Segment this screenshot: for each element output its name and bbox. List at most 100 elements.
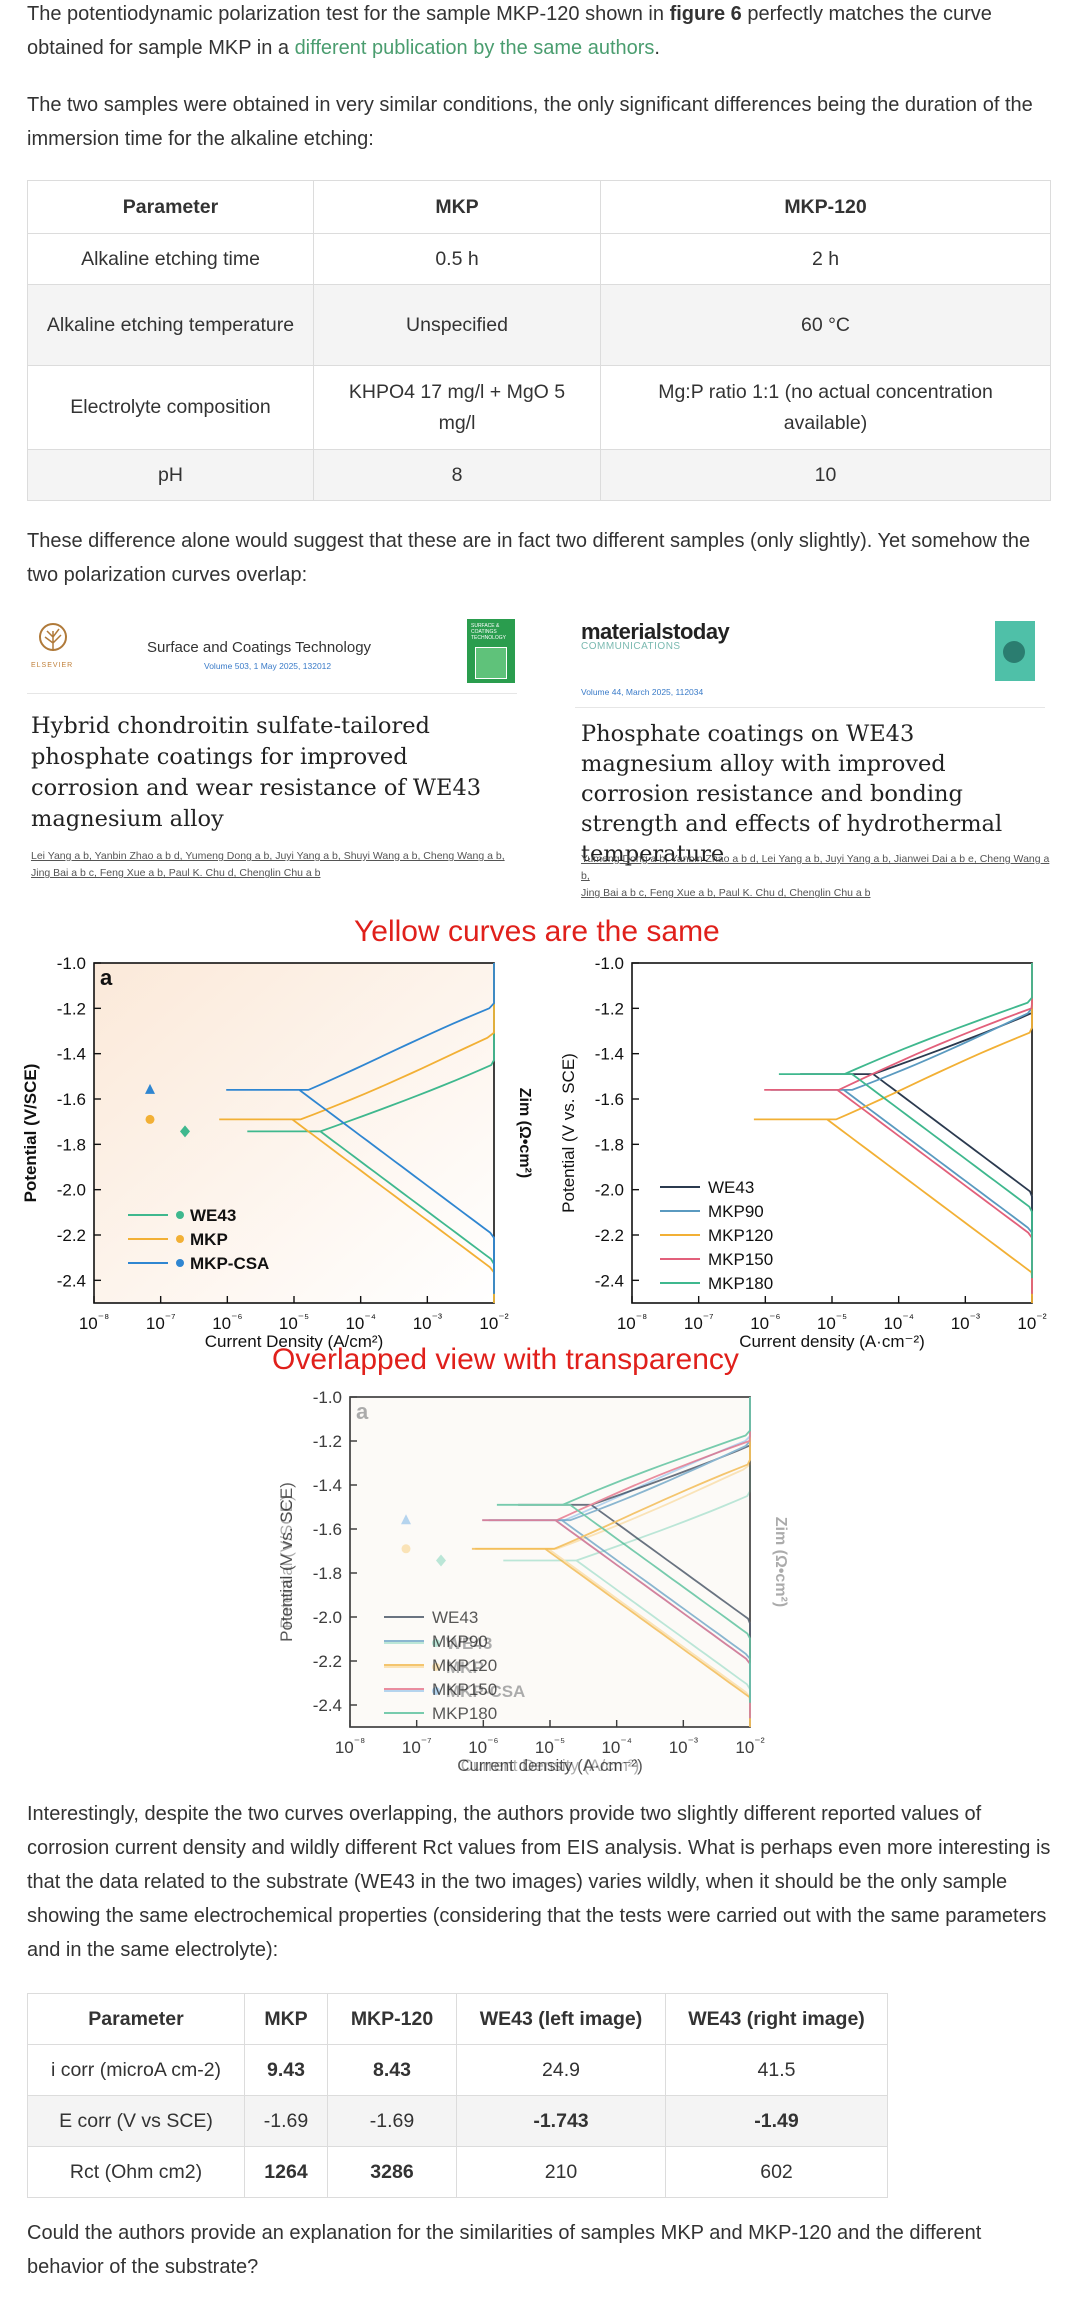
- polarization-figure: -1.0-1.2-1.4-1.6-1.8-2.0-2.2-2.410⁻⁸ 10⁻⁷…: [21, 954, 1047, 1775]
- x-tick-base: 10: [684, 1314, 703, 1333]
- y-tick-label: -2.2: [57, 1226, 86, 1245]
- table-header-cell: MKP: [244, 1993, 328, 2045]
- y2-axis-label: Zim (Ω•cm²): [772, 1517, 789, 1607]
- left-chart-layer: -1.0-1.2-1.4-1.6-1.8-2.0-2.2-2.410⁻⁸ 10⁻⁷…: [21, 954, 533, 1351]
- legend-label: MKP180: [432, 1704, 497, 1723]
- y-tick-label: -1.6: [313, 1520, 342, 1539]
- table-cell: 10: [600, 449, 1051, 501]
- x-tick-exponent: ⁻²: [498, 1311, 508, 1325]
- publication-link[interactable]: different publication by the same author…: [294, 37, 655, 59]
- author-line[interactable]: Yumeng Dong a b, Yanbin Zhao a b d, Lei …: [581, 853, 1050, 882]
- x-tick-label: 10⁻⁶: [212, 1311, 242, 1333]
- legend-label: WE43: [432, 1608, 478, 1627]
- intro-text-2: perfectly matches the curve obtained for…: [27, 3, 992, 59]
- right-chart-layer: -1.0-1.2-1.4-1.6-1.8-2.0-2.2-2.410⁻⁸ 10⁻⁷…: [559, 954, 1047, 1351]
- x-tick-base: 10: [279, 1314, 298, 1333]
- table-row: E corr (V vs SCE) -1.69 -1.69 -1.743 -1.…: [27, 2095, 888, 2147]
- y-tick-label: -1.4: [313, 1476, 342, 1495]
- left-citation-card: ELSEVIER Surface and Coatings Technology…: [27, 615, 517, 895]
- x-tick-base: 10: [335, 1738, 354, 1757]
- x-tick-exponent: ⁻⁵: [836, 1311, 847, 1325]
- y-tick-label: -1.6: [57, 1090, 86, 1109]
- y-tick-label: -1.8: [313, 1564, 342, 1583]
- x-tick-exponent: ⁻²: [754, 1735, 764, 1749]
- y-tick-label: -2.4: [595, 1271, 624, 1290]
- x-tick-base: 10: [79, 1314, 98, 1333]
- x-tick-exponent: ⁻⁷: [421, 1735, 432, 1749]
- table-cell: E corr (V vs SCE): [27, 2095, 245, 2147]
- x-tick-label: 10⁻⁷: [146, 1311, 176, 1333]
- legend-label: MKP120: [708, 1226, 773, 1245]
- cover-image: [1003, 641, 1025, 663]
- y-tick-label: -1.0: [313, 1388, 342, 1407]
- marker-heart: [401, 1544, 411, 1554]
- y-tick-label: -2.4: [313, 1696, 342, 1715]
- x-tick-exponent: ⁻⁸: [354, 1735, 365, 1749]
- x-tick-label: 10⁻⁸: [617, 1311, 647, 1333]
- x-tick-label: 10⁻²: [1017, 1311, 1046, 1333]
- journal-volume: Volume 44, March 2025, 112034: [581, 687, 704, 697]
- y-tick-label: -2.2: [595, 1226, 624, 1245]
- x-axis-label: Current density (A·cm⁻²): [457, 1756, 643, 1775]
- table-cell: 41.5: [665, 2044, 888, 2096]
- author-line[interactable]: Jing Bai a b c, Feng Xue a b, Paul K. Ch…: [581, 887, 871, 899]
- y-tick-label: -1.4: [595, 1045, 624, 1064]
- table-header-cell: Parameter: [27, 1993, 245, 2045]
- table-cell: 0.5 h: [313, 233, 601, 285]
- x-tick-label: 10⁻⁴: [601, 1735, 631, 1757]
- x-tick-base: 10: [402, 1738, 421, 1757]
- table-cell: 60 °C: [600, 284, 1051, 366]
- table-cell: 2 h: [600, 233, 1051, 285]
- table-header-row: Parameter MKP MKP-120: [27, 180, 1051, 234]
- x-tick-exponent: ⁻⁶: [487, 1735, 498, 1749]
- chart-overlap: -1.0-1.2-1.4-1.6-1.8-2.0-2.2-2.410⁻⁸ 10⁻⁷…: [277, 1388, 789, 1775]
- series-line-mkp120: [471, 1397, 751, 1727]
- x-tick-label: 10⁻⁵: [279, 1311, 309, 1333]
- legend-marker: [432, 1663, 440, 1671]
- x-tick-exponent: ⁻²: [1036, 1311, 1046, 1325]
- y-tick-label: -2.4: [313, 1696, 342, 1715]
- marker-diamond: [180, 1125, 190, 1138]
- table-cell: 24.9: [456, 2044, 666, 2096]
- y-tick-label: -1.0: [57, 954, 86, 973]
- table-cell: Electrolyte composition: [27, 365, 314, 450]
- table-row: i corr (microA cm-2) 9.43 8.43 24.9 41.5: [27, 2044, 888, 2096]
- legend-label: MKP180: [708, 1274, 773, 1293]
- x-axis-label: Current density (A·cm⁻²): [739, 1332, 925, 1351]
- table-cell: Unspecified: [313, 284, 601, 366]
- x-tick-exponent: ⁻⁸: [98, 1311, 109, 1325]
- series-line-mkp120: [753, 963, 1033, 1303]
- x-tick-base: 10: [883, 1314, 902, 1333]
- y-tick-label: -1.6: [595, 1090, 624, 1109]
- legend-label: MKP-CSA: [446, 1682, 525, 1701]
- analysis-paragraph: Interestingly, despite the two curves ov…: [27, 1803, 1051, 1961]
- x-tick-base: 10: [212, 1314, 231, 1333]
- author-line[interactable]: Jing Bai a b c, Feng Xue a b, Paul K. Ch…: [31, 867, 321, 879]
- series-line-mkp: [219, 963, 495, 1303]
- x-tick-base: 10: [468, 1738, 487, 1757]
- journal-logo-sub: COMMUNICATIONS: [581, 641, 681, 652]
- x-tick-exponent: ⁻⁶: [769, 1311, 780, 1325]
- overlap-left-layer: -1.0-1.2-1.4-1.6-1.8-2.0-2.2-2.410⁻⁸ 10⁻⁷…: [277, 1388, 789, 1775]
- y-tick-label: -1.4: [57, 1045, 86, 1064]
- x-tick-base: 10: [345, 1314, 364, 1333]
- table-header-row: Parameter MKP MKP-120 WE43 (left image) …: [27, 1993, 888, 2045]
- elsevier-logo: ELSEVIER: [31, 621, 75, 669]
- cover-image: [475, 647, 507, 679]
- journal-volume: Volume 503, 1 May 2025, 132012: [204, 661, 332, 671]
- plot-frame: [631, 962, 1033, 1304]
- legend-label: WE43: [190, 1206, 236, 1225]
- x-tick-label: 10⁻⁷: [684, 1311, 714, 1333]
- x-tick-exponent: ⁻⁴: [902, 1311, 914, 1325]
- x-tick-exponent: ⁻³: [688, 1735, 698, 1749]
- journal-cover-text: SURFACE & COATINGS TECHNOLOGY: [471, 623, 507, 641]
- y-tick-label: -2.2: [313, 1652, 342, 1671]
- y-tick-label: -2.0: [313, 1608, 342, 1627]
- intro-text: The potentiodynamic polarization test fo…: [27, 3, 670, 25]
- x-tick-base: 10: [617, 1314, 636, 1333]
- author-line[interactable]: Lei Yang a b, Yanbin Zhao a b d, Yumeng …: [31, 850, 505, 862]
- y-tick-label: -1.4: [313, 1476, 342, 1495]
- table-row: Alkaline etching time 0.5 h 2 h: [27, 233, 1051, 285]
- x-tick-base: 10: [535, 1738, 554, 1757]
- x-tick-base: 10: [335, 1738, 354, 1757]
